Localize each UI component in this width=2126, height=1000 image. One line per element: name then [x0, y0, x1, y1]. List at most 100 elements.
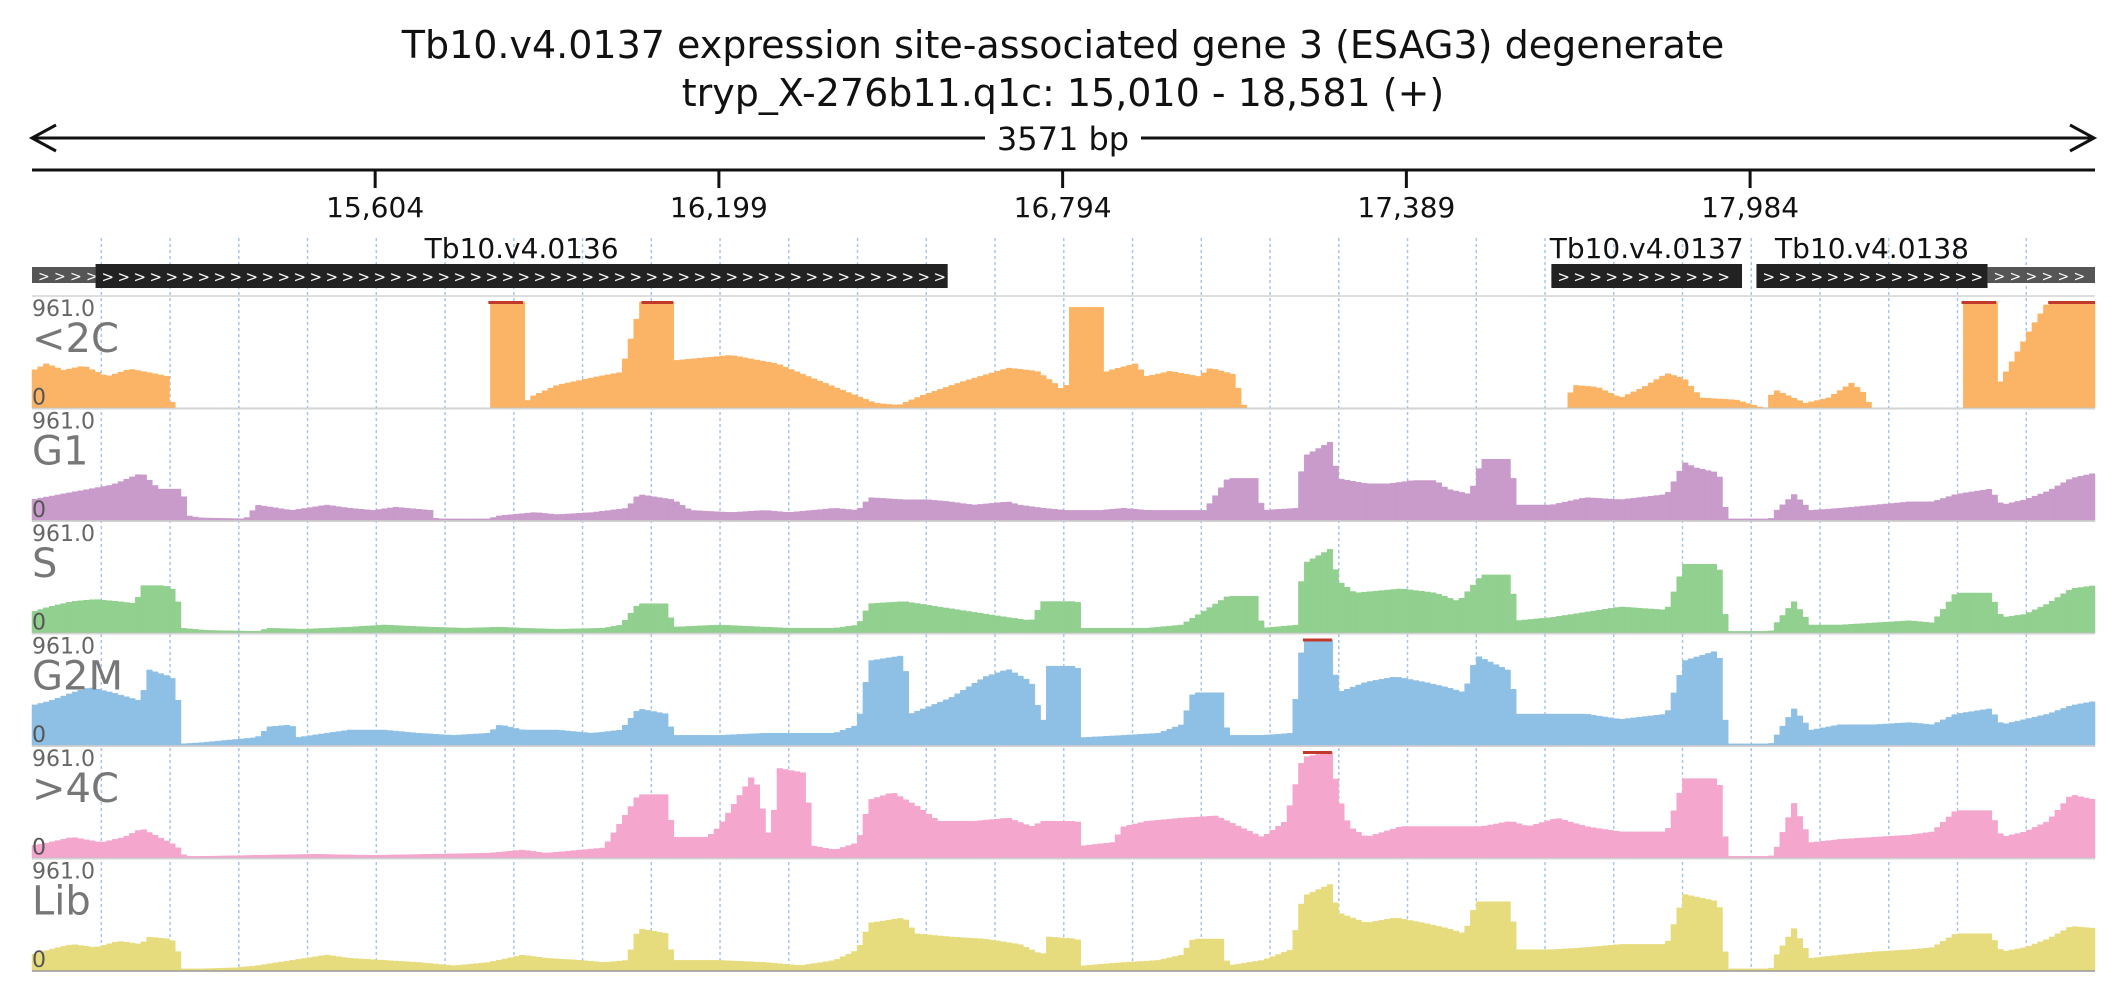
strand-arrow-glyph: >: [694, 268, 707, 286]
strand-arrow-glyph: >: [1842, 268, 1855, 286]
coverage-area: [31, 752, 2096, 859]
gene-label: Tb10.v4.0137: [1549, 232, 1744, 265]
strand-arrow-glyph: >: [1557, 268, 1570, 286]
strand-arrow-glyph: >: [1701, 268, 1714, 286]
clipped-marker: [488, 301, 524, 304]
strand-arrow-glyph: >: [806, 268, 819, 286]
track-name-label: >4C: [32, 766, 119, 812]
strand-arrow-glyph: >: [470, 268, 483, 286]
chart-title: Tb10.v4.0137 expression site-associated …: [401, 23, 1725, 67]
strand-arrow-glyph: >: [1858, 268, 1871, 286]
span-arrow-right-head: [2069, 123, 2098, 153]
strand-arrow-glyph: >: [2042, 269, 2054, 285]
strand-arrow-glyph: >: [1994, 269, 2006, 285]
track-name-label: <2C: [32, 316, 119, 362]
strand-arrow-glyph: >: [54, 269, 66, 285]
span-label: 3571 bp: [997, 120, 1129, 158]
track-ymin-label: 0: [32, 836, 46, 861]
strand-arrow-glyph: >: [918, 268, 931, 286]
strand-arrow-glyph: >: [150, 268, 163, 286]
strand-arrow-glyph: >: [198, 268, 211, 286]
strand-arrow-glyph: >: [1826, 268, 1839, 286]
strand-arrow-glyph: >: [758, 268, 771, 286]
strand-arrow-glyph: >: [1810, 268, 1823, 286]
strand-arrow-glyph: >: [646, 268, 659, 286]
strand-arrow-glyph: >: [2010, 269, 2022, 285]
strand-arrow-glyph: >: [1653, 268, 1666, 286]
track-ymin-label: 0: [32, 386, 46, 411]
strand-arrow-glyph: >: [1794, 268, 1807, 286]
strand-arrow-glyph: >: [1605, 268, 1618, 286]
strand-arrow-glyph: >: [518, 268, 531, 286]
track-name-label: G2M: [32, 654, 123, 700]
strand-arrow-glyph: >: [1573, 268, 1586, 286]
strand-arrow-glyph: >: [246, 268, 259, 286]
ruler-ticks: 15,604 16,199 16,794 17,389 17,984: [326, 170, 1799, 224]
strand-arrow-glyph: >: [534, 268, 547, 286]
strand-arrow-glyph: >: [550, 268, 563, 286]
track-ymin-label: 0: [32, 611, 46, 636]
strand-arrow-glyph: >: [310, 268, 323, 286]
span-label-bg: [985, 118, 1141, 158]
strand-arrow-glyph: >: [422, 268, 435, 286]
strand-arrow-glyph: >: [1778, 268, 1791, 286]
strand-arrow-glyph: >: [934, 268, 947, 286]
strand-arrow-glyph: >: [1922, 268, 1935, 286]
track-name-label: G1: [32, 429, 88, 475]
strand-arrow-glyph: >: [262, 268, 275, 286]
strand-arrow-glyph: >: [294, 268, 307, 286]
strand-arrow-glyph: >: [390, 268, 403, 286]
coverage-area: [31, 639, 2096, 747]
coverage-tracks: 961.00<2C961.00G1961.00S961.00G2M961.00>…: [31, 295, 2096, 973]
gene-label: Tb10.v4.0138: [1774, 232, 1969, 265]
strand-arrow-glyph: >: [486, 268, 499, 286]
strand-arrow-glyph: >: [230, 268, 243, 286]
strand-arrow-glyph: >: [70, 269, 82, 285]
strand-arrow-glyph: >: [2074, 269, 2086, 285]
gene-bar: [1551, 264, 1743, 288]
strand-arrow-glyph: >: [1685, 268, 1698, 286]
strand-arrow-glyph: >: [774, 268, 787, 286]
strand-arrow-glyph: >: [102, 268, 115, 286]
context-feature-bar: [1987, 267, 2095, 283]
strand-arrow-glyph: >: [1954, 268, 1967, 286]
strand-arrow-glyph: >: [598, 268, 611, 286]
strand-arrow-glyph: >: [118, 268, 131, 286]
strand-arrow-glyph: >: [1762, 268, 1775, 286]
strand-arrow-glyph: >: [438, 268, 451, 286]
strand-arrow-glyph: >: [166, 268, 179, 286]
strand-arrow-glyph: >: [1637, 268, 1650, 286]
track-ymax-label: 961.0: [32, 410, 95, 435]
clipped-marker: [1302, 638, 1332, 642]
strand-arrow-glyph: >: [662, 268, 675, 286]
track-ymax-label: 961.0: [32, 522, 95, 547]
strand-arrow-glyph: >: [38, 269, 50, 285]
strand-arrow-glyph: >: [822, 268, 835, 286]
strand-arrow-glyph: >: [374, 268, 387, 286]
ruler-tick-label: 16,794: [1014, 191, 1112, 224]
coverage-area: [31, 884, 2096, 972]
clipped-marker: [1302, 751, 1332, 754]
strand-arrow-glyph: >: [358, 268, 371, 286]
coverage-area: [31, 441, 2096, 522]
strand-arrow-glyph: >: [278, 268, 291, 286]
strand-arrow-glyph: >: [854, 268, 867, 286]
strand-arrow-glyph: >: [726, 268, 739, 286]
gene-label: Tb10.v4.0136: [424, 232, 619, 265]
strand-arrow-glyph: >: [1589, 268, 1602, 286]
track-ymin-label: 0: [32, 723, 46, 748]
strand-arrow-glyph: >: [454, 268, 467, 286]
strand-arrow-glyph: >: [2058, 269, 2070, 285]
strand-arrow-glyph: >: [342, 268, 355, 286]
strand-arrow-glyph: >: [886, 268, 899, 286]
strand-arrow-glyph: >: [630, 268, 643, 286]
ruler-tick-label: 15,604: [326, 191, 424, 224]
strand-arrow-glyph: >: [1621, 268, 1634, 286]
strand-arrow-glyph: >: [406, 268, 419, 286]
gene-track: > > > > > > > > > >> > > > > > > > > > > > > > > > > > > > > > > > > > > > > >…: [32, 232, 2095, 288]
ruler-tick-label: 17,984: [1701, 191, 1799, 224]
track-name-label: Lib: [32, 879, 91, 925]
strand-arrow-glyph: >: [1906, 268, 1919, 286]
strand-arrow-glyph: >: [742, 268, 755, 286]
track-ymin-label: 0: [32, 498, 46, 523]
